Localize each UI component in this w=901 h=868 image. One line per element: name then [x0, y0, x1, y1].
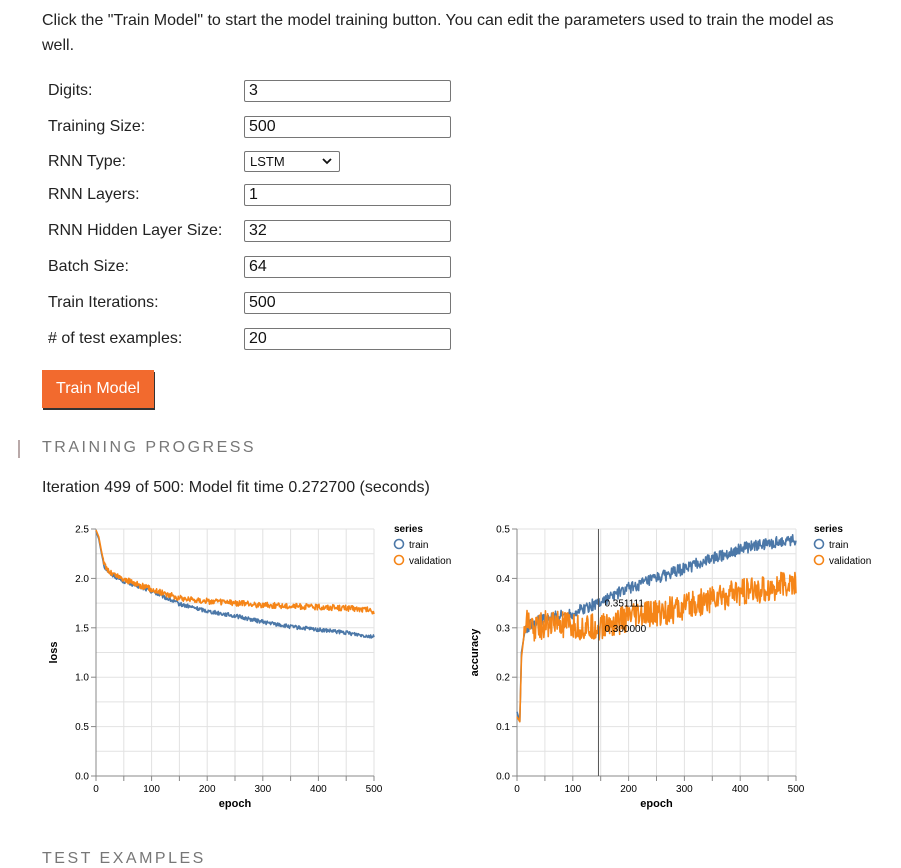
- x-tick-label: 200: [199, 784, 216, 795]
- accuracy-chart-svg: 0 100 200 300 400 500 0.0 0.1 0.2 0.3 0.4 0.5 epoch a…: [469, 524, 871, 810]
- x-tick-label: 0: [93, 784, 99, 795]
- param-row-batch-size: Batch Size:: [48, 256, 468, 280]
- y-tick-label: 2.5: [75, 525, 89, 536]
- legend-label-validation: validation: [409, 556, 451, 567]
- param-row-rnn-type: RNN Type: LSTM: [48, 151, 468, 175]
- y-tick-label: 0.5: [496, 525, 510, 536]
- legend-label-train: train: [829, 540, 848, 551]
- param-row-rnn-layers: RNN Layers:: [48, 184, 468, 208]
- x-tick-label: 0: [514, 784, 520, 795]
- y-tick-label: 0.4: [496, 574, 510, 585]
- legend-symbol-train: [393, 538, 405, 550]
- rnn-type-select[interactable]: LSTM: [244, 151, 340, 172]
- legend-symbol-validation: [813, 554, 825, 566]
- y-tick-label: 2.0: [75, 574, 89, 585]
- legend-label-validation: validation: [829, 556, 871, 567]
- legend-title: series: [394, 524, 423, 535]
- x-tick-label: 100: [143, 784, 160, 795]
- param-label-training-size: Training Size:: [48, 118, 146, 135]
- legend-label-train: train: [409, 540, 428, 551]
- series-line-validation: [95, 529, 375, 615]
- param-label-test-examples: # of test examples:: [48, 330, 183, 347]
- chevron-down-icon: [322, 158, 332, 165]
- x-axis-title: epoch: [219, 798, 252, 810]
- x-tick-label: 500: [788, 784, 805, 795]
- x-tick-label: 200: [620, 784, 637, 795]
- loss-chart-svg: 0 100 200 300 400 500 0.0 0.5 1.0 1.5 2.0 2.5 epoch l…: [48, 524, 451, 810]
- hidden-layer-size-input[interactable]: [244, 220, 451, 242]
- training-progress-heading: TRAINING PROGRESS: [42, 439, 257, 456]
- rnn-type-selected-value: LSTM: [250, 154, 285, 169]
- param-row-hidden-size: RNN Hidden Layer Size:: [48, 220, 468, 244]
- loss-chart[interactable]: 0 100 200 300 400 500 0.0 0.5 1.0 1.5 2.0 2.5 epoch l…: [40, 515, 480, 825]
- chart-legend: series train validation: [813, 524, 871, 567]
- train-model-button[interactable]: Train Model: [42, 370, 154, 408]
- hover-value-label: 0.300000: [604, 624, 646, 635]
- chart-legend: series train validation: [393, 524, 451, 567]
- param-row-training-size: Training Size:: [48, 116, 468, 140]
- hover-value-label: 0.351111: [604, 599, 644, 610]
- y-tick-label: 1.0: [75, 673, 89, 684]
- y-axis-title: loss: [48, 641, 60, 663]
- param-row-train-iterations: Train Iterations:: [48, 292, 468, 316]
- y-tick-label: 0.5: [75, 722, 89, 733]
- x-tick-label: 500: [366, 784, 383, 795]
- y-tick-label: 0.2: [496, 673, 510, 684]
- x-tick-label: 100: [564, 784, 581, 795]
- x-tick-label: 300: [676, 784, 693, 795]
- section-divider: [18, 440, 20, 458]
- series-line-validation: [516, 571, 797, 723]
- legend-symbol-train: [813, 538, 825, 550]
- param-row-test-examples: # of test examples:: [48, 328, 468, 352]
- accuracy-chart[interactable]: 0 100 200 300 400 500 0.0 0.1 0.2 0.3 0.4 0.5 epoch a…: [462, 515, 897, 825]
- y-tick-label: 0.3: [496, 623, 510, 634]
- test-examples-heading: TEST EXAMPLES: [42, 850, 206, 867]
- y-tick-label: 0.1: [496, 722, 510, 733]
- x-tick-label: 400: [310, 784, 327, 795]
- param-row-digits: Digits:: [48, 80, 468, 104]
- y-tick-label: 1.5: [75, 623, 89, 634]
- x-axis-title: epoch: [640, 798, 673, 810]
- legend-title: series: [814, 524, 843, 535]
- y-axis-title: accuracy: [469, 628, 481, 677]
- param-label-train-iterations: Train Iterations:: [48, 294, 159, 311]
- intro-text: Click the "Train Model" to start the mod…: [42, 12, 834, 54]
- test-examples-input[interactable]: [244, 328, 451, 350]
- x-tick-label: 400: [732, 784, 749, 795]
- param-label-hidden-size: RNN Hidden Layer Size:: [48, 222, 223, 239]
- batch-size-input[interactable]: [244, 256, 451, 278]
- param-label-rnn-type: RNN Type:: [48, 153, 126, 170]
- train-iterations-input[interactable]: [244, 292, 451, 314]
- legend-symbol-validation: [393, 554, 405, 566]
- y-tick-label: 0.0: [75, 772, 89, 783]
- training-size-input[interactable]: [244, 116, 451, 138]
- y-tick-label: 0.0: [496, 772, 510, 783]
- digits-input[interactable]: [244, 80, 451, 102]
- training-status-text: Iteration 499 of 500: Model fit time 0.2…: [42, 479, 430, 496]
- param-label-digits: Digits:: [48, 82, 93, 99]
- param-label-rnn-layers: RNN Layers:: [48, 186, 140, 203]
- param-label-batch-size: Batch Size:: [48, 258, 129, 275]
- rnn-layers-input[interactable]: [244, 184, 451, 206]
- x-tick-label: 300: [254, 784, 271, 795]
